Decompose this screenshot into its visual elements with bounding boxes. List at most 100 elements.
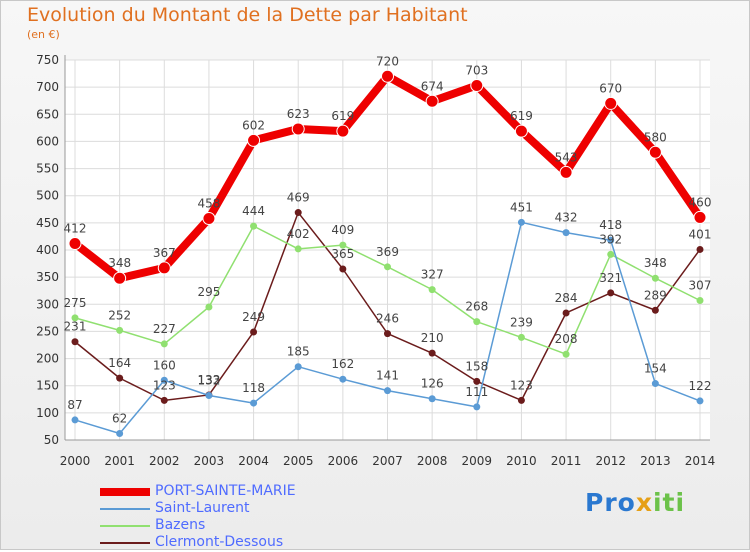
x-tick-label: 2005 bbox=[283, 454, 314, 468]
legend-label: PORT-SAINTE-MARIE bbox=[155, 483, 296, 499]
data-point bbox=[648, 145, 662, 159]
data-label: 268 bbox=[465, 300, 488, 314]
data-point bbox=[291, 122, 305, 136]
y-tick-label: 500 bbox=[36, 189, 59, 203]
x-tick-label: 2000 bbox=[60, 454, 91, 468]
data-point bbox=[428, 349, 436, 357]
data-label: 432 bbox=[555, 211, 578, 225]
x-tick-label: 2008 bbox=[417, 454, 448, 468]
data-point bbox=[250, 399, 258, 407]
data-point bbox=[384, 330, 391, 338]
data-point bbox=[696, 397, 704, 405]
data-point bbox=[604, 96, 618, 110]
data-point bbox=[607, 289, 615, 297]
data-label: 392 bbox=[599, 232, 622, 246]
data-label: 111 bbox=[465, 385, 488, 399]
data-point bbox=[514, 124, 528, 138]
data-label: 133 bbox=[197, 373, 220, 387]
x-tick-label: 2010 bbox=[506, 454, 537, 468]
data-label: 670 bbox=[599, 81, 622, 95]
data-point bbox=[470, 79, 484, 93]
data-label: 720 bbox=[376, 54, 399, 68]
data-point bbox=[339, 375, 347, 383]
data-label: 451 bbox=[510, 200, 533, 214]
y-tick-label: 50 bbox=[44, 433, 59, 447]
data-label: 123 bbox=[153, 378, 176, 392]
x-tick-label: 2002 bbox=[149, 454, 180, 468]
data-label: 162 bbox=[331, 357, 354, 371]
data-point bbox=[651, 274, 659, 282]
x-tick-label: 2003 bbox=[194, 454, 225, 468]
data-label: 580 bbox=[644, 130, 667, 144]
data-label: 602 bbox=[242, 118, 265, 132]
data-label: 623 bbox=[287, 107, 310, 121]
data-label: 402 bbox=[287, 227, 310, 241]
data-label: 619 bbox=[510, 109, 533, 123]
data-label: 365 bbox=[331, 247, 354, 261]
x-tick-label: 2001 bbox=[104, 454, 135, 468]
legend-swatch bbox=[100, 508, 150, 510]
data-label: 158 bbox=[465, 359, 488, 373]
proxiti-logo: Proxiti bbox=[585, 488, 686, 517]
chart-title: Evolution du Montant de la Dette par Hab… bbox=[27, 4, 468, 26]
data-label: 418 bbox=[599, 218, 622, 232]
data-label: 208 bbox=[555, 332, 578, 346]
data-point bbox=[247, 133, 261, 147]
data-label: 239 bbox=[510, 315, 533, 329]
data-label: 409 bbox=[331, 223, 354, 237]
data-label: 327 bbox=[421, 268, 444, 282]
data-label: 460 bbox=[689, 195, 712, 209]
data-point bbox=[71, 314, 79, 322]
data-label: 122 bbox=[689, 379, 712, 393]
data-label: 227 bbox=[153, 322, 176, 336]
chart-subtitle: (en €) bbox=[27, 28, 60, 41]
data-point bbox=[116, 429, 124, 437]
legend-swatch bbox=[100, 488, 150, 496]
legend-swatch bbox=[100, 542, 150, 544]
data-label: 321 bbox=[599, 271, 622, 285]
data-point bbox=[517, 396, 525, 404]
data-point bbox=[381, 69, 394, 83]
data-label: 458 bbox=[197, 197, 220, 211]
data-point bbox=[428, 395, 436, 403]
data-point bbox=[693, 210, 707, 224]
x-tick-label: 2011 bbox=[551, 454, 582, 468]
data-label: 444 bbox=[242, 204, 265, 218]
x-tick-label: 2009 bbox=[462, 454, 493, 468]
data-point bbox=[250, 328, 258, 336]
data-point bbox=[116, 326, 124, 334]
data-point bbox=[157, 261, 171, 275]
data-point bbox=[71, 338, 79, 346]
data-label: 469 bbox=[287, 191, 310, 205]
data-point bbox=[250, 222, 258, 230]
data-label: 160 bbox=[153, 358, 176, 372]
data-point bbox=[607, 236, 615, 244]
legend-label: Saint-Laurent bbox=[155, 500, 250, 516]
data-point bbox=[651, 306, 659, 314]
data-point bbox=[562, 229, 570, 237]
y-tick-label: 650 bbox=[36, 107, 59, 121]
data-label: 401 bbox=[689, 227, 712, 241]
data-point bbox=[607, 250, 615, 258]
data-point bbox=[473, 318, 481, 326]
data-label: 703 bbox=[465, 64, 488, 78]
data-point bbox=[562, 309, 570, 317]
data-label: 284 bbox=[555, 291, 578, 305]
data-point bbox=[71, 416, 79, 424]
data-label: 62 bbox=[112, 411, 127, 425]
data-point bbox=[339, 265, 347, 273]
y-tick-label: 750 bbox=[36, 53, 59, 67]
data-label: 348 bbox=[644, 256, 667, 270]
data-point bbox=[562, 350, 570, 358]
data-label: 123 bbox=[510, 378, 533, 392]
data-label: 249 bbox=[242, 310, 265, 324]
data-point bbox=[160, 396, 168, 404]
data-point bbox=[473, 377, 481, 385]
y-tick-label: 600 bbox=[36, 134, 59, 148]
data-point bbox=[205, 391, 213, 399]
y-tick-label: 700 bbox=[36, 80, 59, 94]
x-tick-label: 2012 bbox=[595, 454, 626, 468]
data-label: 252 bbox=[108, 308, 131, 322]
data-point bbox=[336, 124, 350, 138]
data-point bbox=[113, 271, 127, 285]
